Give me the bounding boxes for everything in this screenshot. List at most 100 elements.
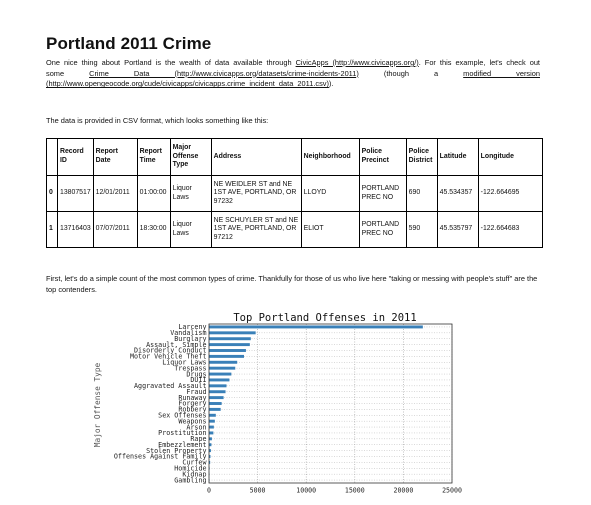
table-cell: 45.535797 [436, 211, 479, 248]
table-cell: ELIOT [300, 211, 360, 248]
opengeocode-link[interactable]: (http://www.opengeocode.org/cude/civicap… [46, 79, 329, 89]
table-cell: Liquor Laws [169, 211, 212, 248]
x-tick-label: 25000 [442, 487, 462, 495]
table-cell: PORTLAND PREC NO [358, 211, 407, 248]
intro-text: One nice thing about Portland is the wea… [46, 58, 296, 67]
crime-data-link[interactable]: Crime Data (http://www.civicapps.org/dat… [89, 68, 359, 78]
y-tick-label: Gambling [174, 476, 206, 484]
table-cell: -122.664695 [477, 175, 544, 212]
y-tick-label: Burglary [174, 335, 206, 343]
table-header-row: Record ID Report Date Report Time Major … [46, 138, 544, 176]
bar [209, 455, 211, 458]
plot-frame [208, 323, 453, 484]
intro-text: a [434, 68, 439, 78]
bar [209, 396, 224, 400]
y-tick-label: Stolen Property [146, 447, 206, 455]
chart-y-axis-label: Major Offense Type [93, 362, 102, 447]
bar [209, 366, 236, 370]
csv-table: Record ID Report Date Report Time Major … [46, 138, 544, 248]
bar [209, 390, 226, 394]
table-cell: Liquor Laws [169, 175, 212, 212]
table-cell: 18:30:00 [136, 211, 171, 248]
csv-intro-text: The data is provided in CSV format, whic… [46, 116, 269, 125]
y-tick-label: DUII [190, 376, 206, 384]
y-tick-label: Vandalism [170, 329, 206, 337]
x-tick-label: 20000 [393, 487, 413, 495]
bar [209, 360, 238, 364]
bar [209, 431, 214, 435]
y-tick-label: Aggravated Assault [134, 382, 206, 390]
y-tick-label: Weapons [178, 417, 206, 425]
y-tick-label: Rape [190, 435, 206, 443]
y-tick-label: Embezzlement [158, 441, 206, 449]
modified-version-link[interactable]: modified version [463, 68, 540, 78]
table-cell: LLOYD [300, 175, 360, 212]
table-cell: NE WEIDLER ST and NE 1ST AVE, PORTLAND, … [210, 175, 302, 212]
chart-plot-area: 0 5000 10000 15000 20000 25000 LarcenyVandalis… [114, 323, 462, 494]
column-header: Neighborhood [300, 138, 360, 176]
bar [209, 419, 215, 423]
y-tick-label: Offenses Against Family [114, 453, 207, 461]
bar [209, 460, 211, 464]
bar [209, 449, 211, 453]
bar [209, 354, 244, 358]
bar [209, 343, 250, 347]
y-tick-label: Runaway [178, 394, 206, 402]
table-cell: 01:00:00 [136, 175, 171, 212]
x-tick-label: 5000 [250, 487, 266, 495]
civicapps-link[interactable]: CivicApps (http://www.civicapps.org/) [295, 58, 419, 67]
y-tick-label: Sex Offenses [158, 411, 206, 419]
intro-paragraph: One nice thing about Portland is the wea… [46, 58, 540, 90]
bar [209, 425, 214, 429]
bar [209, 337, 251, 341]
bar [209, 378, 230, 382]
y-tick-label: Curfew [182, 459, 207, 467]
y-tick-label: Homicide [174, 464, 206, 472]
y-tick-label: Motor Vehicle Theft [130, 353, 207, 361]
y-tick-label: Disorderly Conduct [134, 347, 206, 355]
column-header: Major Offense Type [169, 138, 212, 176]
table-cell: 590 [405, 211, 438, 248]
intro-line-2: some Crime Data (http://www.civicapps.or… [46, 69, 540, 80]
table-cell: 45.534357 [436, 175, 479, 212]
column-header: Police District [405, 138, 438, 176]
count-intro-text: First, let's do a simple count of the mo… [46, 274, 538, 294]
y-tick-label: Assault, Simple [146, 341, 206, 349]
bar [209, 437, 212, 441]
column-header: Address [210, 138, 302, 176]
y-tick-label: Liquor Laws [162, 358, 206, 366]
table-cell: 1 [46, 211, 58, 248]
intro-text: . For this example, let's check out [418, 58, 540, 67]
column-header: Record ID [57, 138, 94, 176]
table-cell: -122.664683 [477, 211, 544, 248]
y-tick-label: Forgery [178, 400, 206, 408]
y-tick-label: Trespass [174, 364, 206, 372]
y-tick-label: Prostitution [158, 429, 206, 437]
y-tick-label: Arson [186, 423, 206, 431]
bar [209, 331, 256, 335]
intro-text: some [46, 68, 65, 78]
intro-text: ). [328, 79, 334, 89]
table-row: 0 13807517 12/01/2011 01:00:00 Liquor La… [46, 175, 544, 212]
chart-title: Top Portland Offenses in 2011 [233, 312, 416, 324]
table-cell: PORTLAND PREC NO [358, 175, 407, 212]
y-tick-label: Kidnap [182, 470, 206, 478]
column-header: Latitude [436, 138, 479, 176]
intro-text: (though [383, 68, 409, 78]
x-tick-label: 15000 [345, 487, 365, 495]
bar [209, 443, 212, 447]
table-row: 1 13716403 07/07/2011 18:30:00 Liquor La… [46, 211, 544, 248]
bar [209, 402, 222, 405]
bar [209, 372, 232, 376]
bar [209, 407, 221, 411]
x-tick-label: 10000 [296, 487, 316, 495]
page-title: Portland 2011 Crime [46, 34, 212, 53]
y-tick-label: Larceny [178, 323, 206, 331]
y-tick-label: Drugs [186, 370, 206, 378]
column-header: Report Time [136, 138, 171, 176]
intro-line-3: (http://www.opengeocode.org/cude/civicap… [46, 79, 540, 90]
bar [209, 325, 423, 329]
x-tick-label: 0 [207, 487, 211, 495]
